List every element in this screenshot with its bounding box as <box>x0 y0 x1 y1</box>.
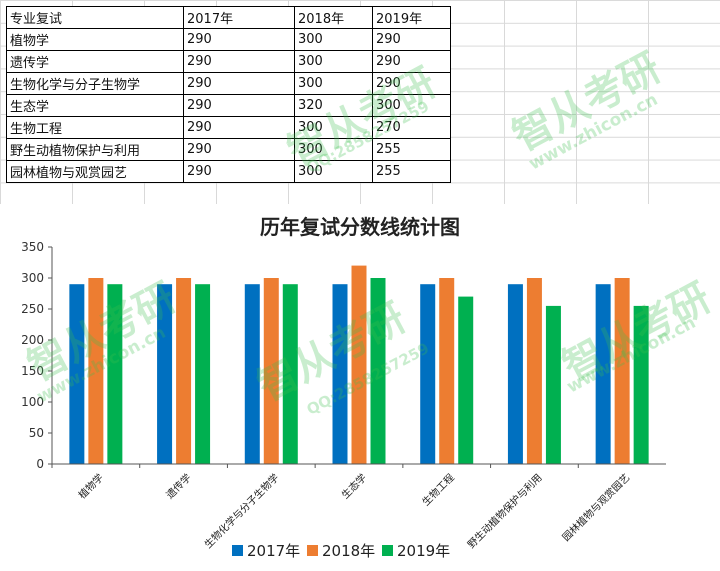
bar-2017年-植物学 <box>69 284 85 464</box>
y-tick-label: 200 <box>21 333 44 347</box>
table-cell[interactable]: 生态学 <box>6 94 184 117</box>
table-cell[interactable]: 遗传学 <box>6 50 184 73</box>
bar-2019年-遗传学 <box>195 284 211 464</box>
y-tick-label: 300 <box>21 271 44 285</box>
bar-2017年-生物工程 <box>420 284 436 464</box>
y-axis: 0 50 100 150 200 250 300 350 <box>21 240 53 471</box>
table-cell[interactable]: 290 <box>372 28 451 51</box>
table-cell[interactable]: 290 <box>183 138 295 161</box>
y-tick-label: 50 <box>29 426 44 440</box>
table-cell[interactable]: 300 <box>294 160 373 183</box>
table-cell[interactable]: 290 <box>183 94 295 117</box>
y-tick-label: 0 <box>36 457 44 471</box>
bar-2019年-生物工程 <box>458 296 474 464</box>
bar-chart[interactable]: 历年复试分数线统计图 050100150200250300350 植物学 遗传学生… <box>0 204 720 571</box>
table-header-row: 专业复试 2017年 2018年 2019年 <box>6 6 451 29</box>
bar-2018年-生态学 <box>351 265 367 464</box>
table-cell[interactable]: 290 <box>183 160 295 183</box>
table-cell[interactable]: 270 <box>372 116 451 139</box>
table-row: 园林植物与观赏园艺 290 300 255 <box>6 160 451 183</box>
legend-label: 2019年 <box>397 542 450 560</box>
bar-2018年-园林植物与观赏园艺 <box>614 278 630 464</box>
table-cell[interactable]: 290 <box>183 28 295 51</box>
bar-2018年-遗传学 <box>176 278 192 464</box>
bar-2017年-园林植物与观赏园艺 <box>595 284 611 464</box>
table-cell[interactable]: 300 <box>294 138 373 161</box>
table-cell[interactable]: 300 <box>294 72 373 95</box>
legend-swatch <box>307 545 318 556</box>
table-row: 植物学 290 300 290 <box>6 28 451 51</box>
table-row: 生态学 290 320 300 <box>6 94 451 117</box>
table-cell[interactable]: 255 <box>372 160 451 183</box>
table-cell[interactable]: 野生动植物保护与利用 <box>6 138 184 161</box>
table-row: 生物化学与分子生物学 290 300 290 <box>6 72 451 95</box>
bar-2019年-生物化学与分子生物学 <box>282 284 298 464</box>
legend-label: 2018年 <box>322 542 375 560</box>
legend-swatch <box>382 545 393 556</box>
bar-2019年-植物学 <box>107 284 123 464</box>
y-tick-label: 350 <box>21 240 44 254</box>
table-cell[interactable]: 255 <box>372 138 451 161</box>
table-cell[interactable]: 320 <box>294 94 373 117</box>
bar-2017年-野生动植物保护与利用 <box>507 284 523 464</box>
bar-2018年-生物化学与分子生物学 <box>263 278 279 464</box>
bar-2019年-野生动植物保护与利用 <box>545 305 561 464</box>
table-cell[interactable]: 300 <box>294 116 373 139</box>
table-cell[interactable]: 290 <box>372 72 451 95</box>
bar-2017年-遗传学 <box>157 284 173 464</box>
table-row: 生物工程 290 300 270 <box>6 116 451 139</box>
table-cell[interactable]: 植物学 <box>6 28 184 51</box>
table-cell[interactable]: 300 <box>294 50 373 73</box>
legend-swatch <box>232 545 243 556</box>
chart-legend: 2017年 2018年 2019年 <box>232 542 450 560</box>
table-row: 遗传学 290 300 290 <box>6 50 451 73</box>
bar-2018年-生物工程 <box>439 278 455 464</box>
table-cell[interactable]: 园林植物与观赏园艺 <box>6 160 184 183</box>
bar-2017年-生态学 <box>332 284 348 464</box>
table-cell[interactable]: 生物化学与分子生物学 <box>6 72 184 95</box>
bar-2019年-生态学 <box>370 278 386 464</box>
score-table: 专业复试 2017年 2018年 2019年 植物学 290 300 290 遗… <box>6 6 451 183</box>
table-cell[interactable]: 290 <box>183 72 295 95</box>
header-cell[interactable]: 专业复试 <box>6 6 184 29</box>
bar-2019年-园林植物与观赏园艺 <box>633 305 649 464</box>
bar-2017年-生物化学与分子生物学 <box>244 284 260 464</box>
bars-group <box>69 265 649 464</box>
header-cell[interactable]: 2019年 <box>372 6 451 29</box>
bar-2018年-野生动植物保护与利用 <box>526 278 542 464</box>
table-cell[interactable]: 290 <box>183 116 295 139</box>
legend-label: 2017年 <box>247 542 300 560</box>
table-row: 野生动植物保护与利用 290 300 255 <box>6 138 451 161</box>
table-cell[interactable]: 290 <box>372 50 451 73</box>
header-cell[interactable]: 2017年 <box>183 6 295 29</box>
y-tick-label: 100 <box>21 395 44 409</box>
table-cell[interactable]: 300 <box>372 94 451 117</box>
chart-title: 历年复试分数线统计图 <box>260 215 460 239</box>
table-cell[interactable]: 生物工程 <box>6 116 184 139</box>
y-tick-label: 250 <box>21 302 44 316</box>
y-tick-label: 150 <box>21 364 44 378</box>
header-cell[interactable]: 2018年 <box>294 6 373 29</box>
bar-2018年-植物学 <box>88 278 104 464</box>
table-cell[interactable]: 300 <box>294 28 373 51</box>
table-cell[interactable]: 290 <box>183 50 295 73</box>
